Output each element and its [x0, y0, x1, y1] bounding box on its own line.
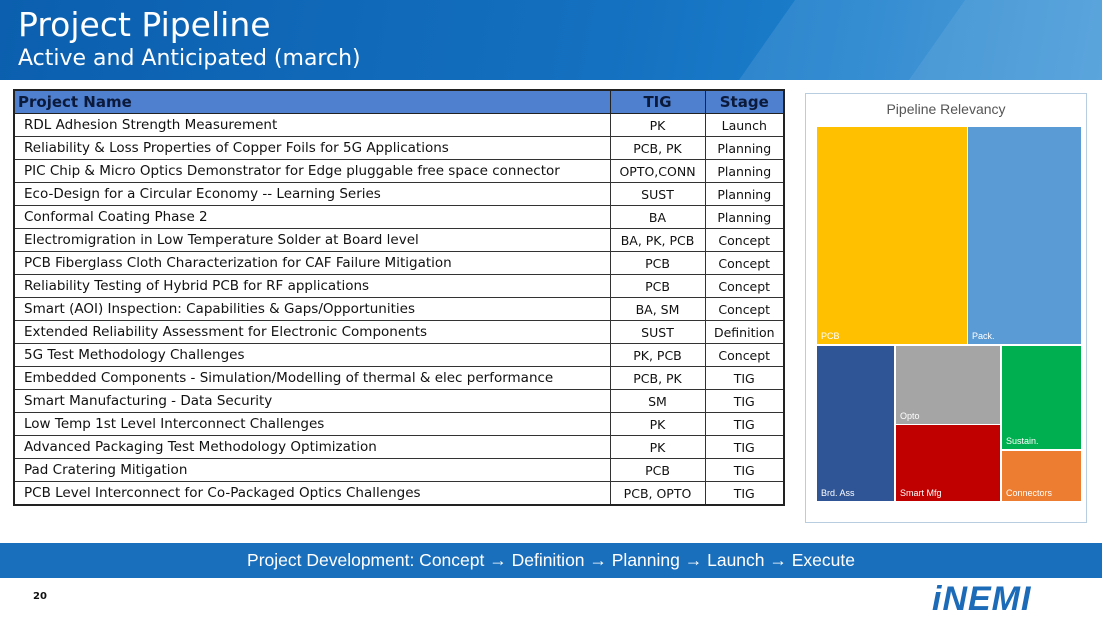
table-body: RDL Adhesion Strength Measurement PK Launc… — [14, 113, 785, 506]
stage-cell: Launch — [705, 113, 785, 137]
table-row: PIC Chip & Micro Optics Demonstrator for… — [14, 159, 785, 183]
tig-cell: PK — [610, 113, 706, 137]
tile-label: Pack. — [972, 331, 995, 341]
project-name-cell: Eco-Design for a Circular Economy -- Lea… — [14, 182, 611, 206]
inemi-logo: iNEMI — [932, 580, 1032, 618]
tile-label: Connectors — [1006, 488, 1053, 498]
project-name-cell: PCB Level Interconnect for Co-Packaged O… — [14, 481, 611, 506]
stage-cell: Concept — [705, 343, 785, 367]
tig-cell: PCB — [610, 274, 706, 298]
stage-cell: Planning — [705, 205, 785, 229]
treemap-tile-opto: Opto — [896, 346, 1000, 424]
treemap-tile-connectors: Connectors — [1002, 451, 1081, 501]
table-row: Reliability Testing of Hybrid PCB for RF… — [14, 274, 785, 298]
tig-cell: BA, PK, PCB — [610, 228, 706, 252]
treemap-tile-sustain: Sustain. — [1002, 346, 1081, 449]
tile-label: PCB — [821, 331, 840, 341]
tig-cell: SM — [610, 389, 706, 413]
stage-cell: Concept — [705, 251, 785, 275]
treemap-tile-smart-mfg: Smart Mfg — [896, 425, 1000, 501]
stage-cell: Planning — [705, 136, 785, 160]
project-name-cell: Electromigration in Low Temperature Sold… — [14, 228, 611, 252]
project-name-cell: Smart (AOI) Inspection: Capabilities & G… — [14, 297, 611, 321]
table-row: Embedded Components - Simulation/Modelli… — [14, 366, 785, 390]
treemap-tile-pack: Pack. — [968, 127, 1081, 344]
slide-title: Project Pipeline — [18, 5, 271, 44]
table-row: Smart Manufacturing - Data Security SM TIG — [14, 389, 785, 413]
table-row: Reliability & Loss Properties of Copper … — [14, 136, 785, 160]
tig-cell: BA — [610, 205, 706, 229]
project-name-cell: PCB Fiberglass Cloth Characterization fo… — [14, 251, 611, 275]
table-row: PCB Fiberglass Cloth Characterization fo… — [14, 251, 785, 275]
project-name-cell: Low Temp 1st Level Interconnect Challeng… — [14, 412, 611, 436]
tig-cell: PCB, OPTO — [610, 481, 706, 506]
stage-cell: Definition — [705, 320, 785, 344]
tile-label: Opto — [900, 411, 920, 421]
table-row: Advanced Packaging Test Methodology Opti… — [14, 435, 785, 459]
chart-title: Pipeline Relevancy — [886, 101, 1006, 117]
tile-label: Smart Mfg — [900, 488, 942, 498]
project-development-banner: Project Development: Concept → Definitio… — [0, 543, 1102, 578]
project-name-cell: 5G Test Methodology Challenges — [14, 343, 611, 367]
column-header-project-name: Project Name — [14, 90, 611, 114]
table-row: Low Temp 1st Level Interconnect Challeng… — [14, 412, 785, 436]
table-header-row: Project Name TIG Stage — [14, 90, 785, 114]
project-name-cell: Advanced Packaging Test Methodology Opti… — [14, 435, 611, 459]
table-row: Electromigration in Low Temperature Sold… — [14, 228, 785, 252]
stage-cell: Concept — [705, 228, 785, 252]
tig-cell: SUST — [610, 182, 706, 206]
stage-cell: TIG — [705, 412, 785, 436]
page-number: 20 — [33, 591, 47, 602]
column-header-stage: Stage — [705, 90, 785, 114]
project-name-cell: Pad Cratering Mitigation — [14, 458, 611, 482]
project-name-cell: Smart Manufacturing - Data Security — [14, 389, 611, 413]
stage-cell: Planning — [705, 182, 785, 206]
stage-cell: TIG — [705, 435, 785, 459]
tig-cell: SUST — [610, 320, 706, 344]
stage-cell: TIG — [705, 389, 785, 413]
tile-label: Brd. Ass — [821, 488, 855, 498]
table-row: PCB Level Interconnect for Co-Packaged O… — [14, 481, 785, 506]
project-table: Project Name TIG Stage RDL Adhesion Stre… — [13, 89, 785, 506]
stage-cell: Concept — [705, 274, 785, 298]
table-row: Conformal Coating Phase 2 BA Planning — [14, 205, 785, 229]
table-row: Eco-Design for a Circular Economy -- Lea… — [14, 182, 785, 206]
project-table-container: Project Name TIG Stage RDL Adhesion Stre… — [13, 89, 785, 506]
stage-cell: TIG — [705, 481, 785, 506]
project-name-cell: Reliability & Loss Properties of Copper … — [14, 136, 611, 160]
slide-header: Project Pipeline Active and Anticipated … — [0, 0, 1102, 80]
tig-cell: PCB — [610, 251, 706, 275]
tig-cell: BA, SM — [610, 297, 706, 321]
tile-label: Sustain. — [1006, 436, 1039, 446]
tig-cell: PK, PCB — [610, 343, 706, 367]
tig-cell: PK — [610, 435, 706, 459]
stage-cell: Concept — [705, 297, 785, 321]
column-header-tig: TIG — [610, 90, 706, 114]
stage-cell: Planning — [705, 159, 785, 183]
tig-cell: OPTO,CONN — [610, 159, 706, 183]
tig-cell: PK — [610, 412, 706, 436]
tig-cell: PCB, PK — [610, 366, 706, 390]
tig-cell: PCB, PK — [610, 136, 706, 160]
treemap-tile-pcb: PCB — [817, 127, 967, 344]
tig-cell: PCB — [610, 458, 706, 482]
treemap-tile-board-assembly: Brd. Ass — [817, 346, 894, 501]
slide-subtitle: Active and Anticipated (march) — [18, 46, 361, 71]
project-name-cell: RDL Adhesion Strength Measurement — [14, 113, 611, 137]
stage-cell: TIG — [705, 366, 785, 390]
table-row: Smart (AOI) Inspection: Capabilities & G… — [14, 297, 785, 321]
stage-cell: TIG — [705, 458, 785, 482]
table-row: Pad Cratering Mitigation PCB TIG — [14, 458, 785, 482]
project-name-cell: Embedded Components - Simulation/Modelli… — [14, 366, 611, 390]
table-row: 5G Test Methodology Challenges PK, PCB Con… — [14, 343, 785, 367]
pipeline-relevancy-chart: Pipeline Relevancy PCB Pack. Brd. Ass Op… — [805, 93, 1087, 523]
table-row: Extended Reliability Assessment for Elec… — [14, 320, 785, 344]
project-name-cell: Extended Reliability Assessment for Elec… — [14, 320, 611, 344]
project-name-cell: PIC Chip & Micro Optics Demonstrator for… — [14, 159, 611, 183]
project-name-cell: Reliability Testing of Hybrid PCB for RF… — [14, 274, 611, 298]
table-row: RDL Adhesion Strength Measurement PK Launc… — [14, 113, 785, 137]
project-name-cell: Conformal Coating Phase 2 — [14, 205, 611, 229]
